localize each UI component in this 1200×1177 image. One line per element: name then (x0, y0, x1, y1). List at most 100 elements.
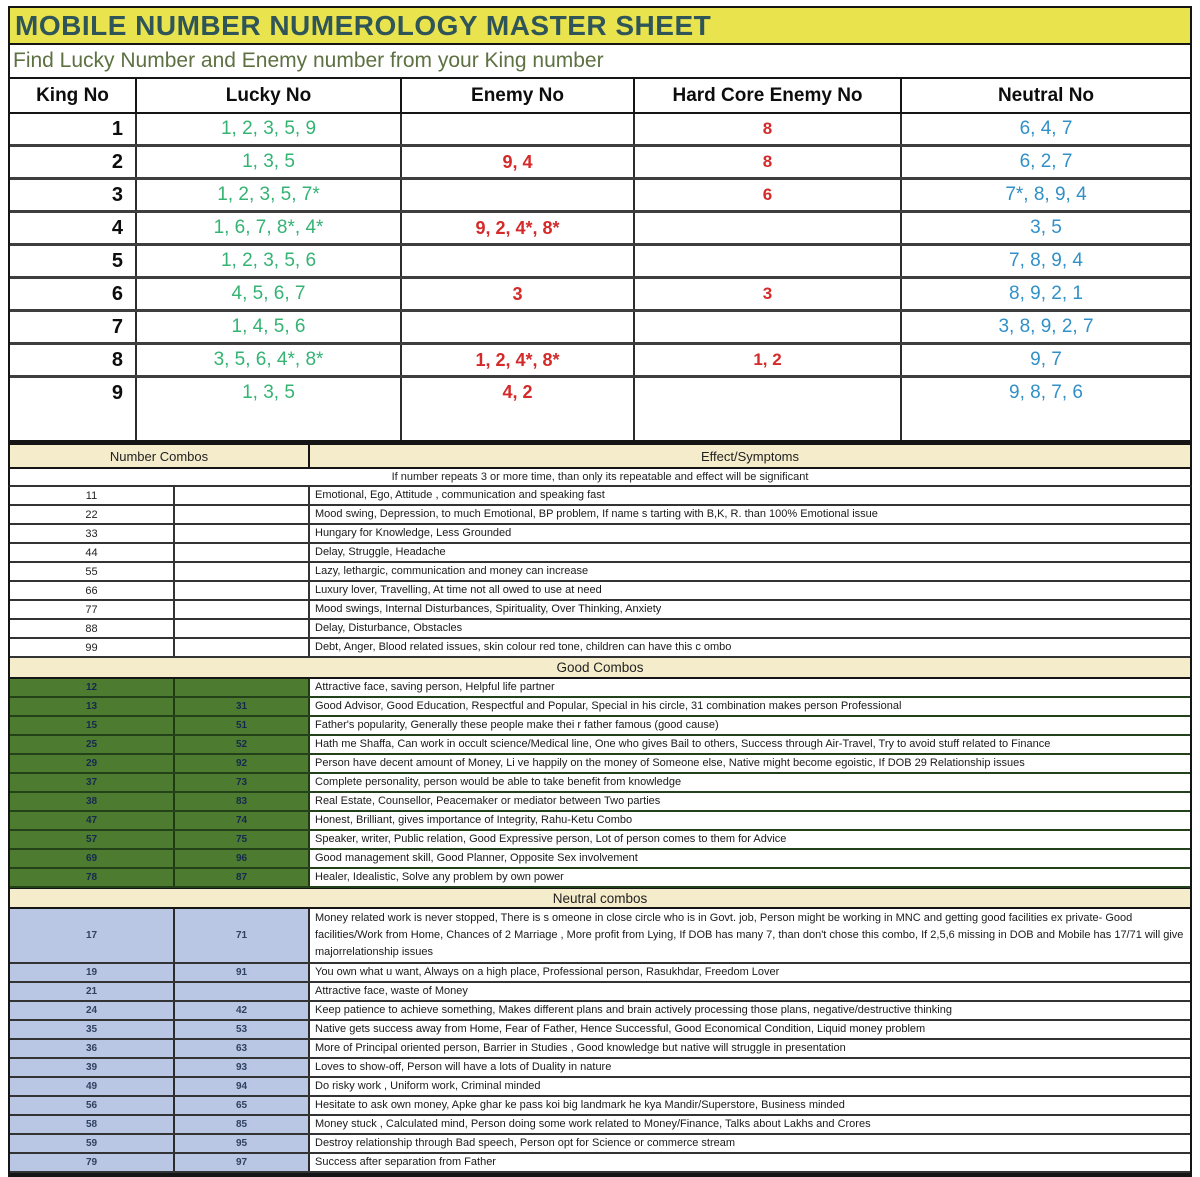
combo-mirror-number-cell: 91 (175, 964, 310, 981)
col-header-neutral-no: Neutral No (997, 84, 1095, 106)
combo-number-cell: 21 (10, 983, 175, 1000)
effect-cell: Native gets success away from Home, Fear… (310, 1021, 1190, 1038)
king-no-cell: 2 (10, 147, 137, 177)
repeat-combo-row: 66 Luxury lover, Travelling, At time not … (10, 582, 1190, 601)
neutral-combo-row: 21 Attractive face, waste of Money (10, 983, 1190, 1002)
lucky-no-cell: 1, 2, 3, 5, 6 (137, 246, 402, 276)
neutral-no-cell: 3, 8, 9, 2, 7 (998, 316, 1094, 337)
combo-mirror-number-cell: 53 (175, 1021, 310, 1038)
combo-number-cell: 37 (10, 774, 175, 791)
good-combos-label: Good Combos (556, 660, 644, 675)
combo-number-cell: 49 (10, 1078, 175, 1095)
effect-cell: Hesitate to ask own money, Apke ghar ke … (310, 1097, 1190, 1114)
combo-number-cell: 17 (10, 909, 175, 962)
king-table-row: 2 1, 3, 5 9, 4 8 6, 2, 7 (10, 147, 1190, 180)
combo-number-cell: 47 (10, 812, 175, 829)
combo-mirror-number-cell: 74 (175, 812, 310, 829)
king-table-row: 3 1, 2, 3, 5, 7* 6 7*, 8, 9, 4 (10, 180, 1190, 213)
combo-mirror-number-cell: 51 (175, 717, 310, 734)
neutral-combo-row: 17 71 Money related work is never stopped,… (10, 909, 1190, 964)
king-no-cell: 5 (10, 246, 137, 276)
hard-core-enemy-no-cell (635, 213, 902, 243)
combo-mirror-number-cell: 52 (175, 736, 310, 753)
combo-number-cell: 99 (10, 639, 175, 656)
lucky-no-cell: 3, 5, 6, 4*, 8* (137, 345, 402, 375)
combo-number-cell: 29 (10, 755, 175, 772)
king-table-row: 4 1, 6, 7, 8*, 4* 9, 2, 4*, 8* 3, 5 (10, 213, 1190, 246)
sheet-bottom-border (8, 1173, 1192, 1177)
effect-cell: Success after separation from Father (310, 1154, 1190, 1171)
king-no-cell: 3 (10, 180, 137, 210)
effect-cell: Destroy relationship through Bad speech,… (310, 1135, 1190, 1152)
good-combo-row: 25 52 Hath me Shaffa, Can work in occult s… (10, 736, 1190, 755)
hard-core-enemy-no-cell: 8 (635, 147, 902, 177)
effect-cell: Lazy, lethargic, communication and money… (315, 565, 589, 577)
king-table-row: 1 1, 2, 3, 5, 9 8 6, 4, 7 (10, 114, 1190, 147)
hard-core-enemy-no-cell: 3 (635, 279, 902, 309)
king-table-row: 9 1, 3, 5 4, 2 9, 8, 7, 6 (10, 378, 1190, 440)
effect-cell: Keep patience to achieve something, Make… (310, 1002, 1190, 1019)
combo-number-cell: 15 (10, 717, 175, 734)
combo-mirror-number-cell: 71 (175, 909, 310, 962)
combo-mirror-number-cell (175, 639, 310, 656)
effect-cell: Hungary for Knowledge, Less Grounded (315, 527, 512, 539)
combo-mirror-number-cell (175, 563, 310, 580)
combo-mirror-number-cell: 83 (175, 793, 310, 810)
enemy-no-cell: 9, 4 (402, 147, 635, 177)
combo-number-cell: 19 (10, 964, 175, 981)
repeat-note-text: If number repeats 3 or more time, than o… (391, 471, 809, 483)
combo-number-cell: 44 (10, 544, 175, 561)
good-combo-row: 69 96 Good management skill, Good Planner,… (10, 850, 1190, 869)
combo-number-cell: 58 (10, 1116, 175, 1133)
combo-mirror-number-cell: 87 (175, 869, 310, 886)
combo-number-cell: 69 (10, 850, 175, 867)
neutral-combo-row: 19 91 You own what u want, Always on a hig… (10, 964, 1190, 983)
good-combo-row: 29 92 Person have decent amount of Money, … (10, 755, 1190, 774)
neutral-combo-row: 24 42 Keep patience to achieve something, … (10, 1002, 1190, 1021)
king-no-cell: 8 (10, 345, 137, 375)
king-no-cell: 1 (10, 114, 137, 144)
king-table-row: 6 4, 5, 6, 7 3 3 8, 9, 2, 1 (10, 279, 1190, 312)
repeat-combo-row: 44 Delay, Struggle, Headache (10, 544, 1190, 563)
combo-mirror-number-cell: 73 (175, 774, 310, 791)
effect-cell: More of Principal oriented person, Barri… (310, 1040, 1190, 1057)
repeat-combo-row: 88 Delay, Disturbance, Obstacles (10, 620, 1190, 639)
page-title: MOBILE NUMBER NUMEROLOGY MASTER SHEET (15, 9, 712, 41)
good-combo-row: 12 Attractive face, saving person, Helpfu… (10, 679, 1190, 698)
good-combo-row: 13 31 Good Advisor, Good Education, Respec… (10, 698, 1190, 717)
combo-mirror-number-cell: 97 (175, 1154, 310, 1171)
combo-mirror-number-cell: 65 (175, 1097, 310, 1114)
combo-mirror-number-cell: 94 (175, 1078, 310, 1095)
neutral-combo-row: 36 63 More of Principal oriented person, B… (10, 1040, 1190, 1059)
neutral-combo-row: 56 65 Hesitate to ask own money, Apke ghar… (10, 1097, 1190, 1116)
good-combo-row: 38 83 Real Estate, Counsellor, Peacemaker … (10, 793, 1190, 812)
combo-mirror-number-cell (175, 679, 310, 696)
neutral-no-cell: 9, 8, 7, 6 (1009, 382, 1083, 403)
hard-core-enemy-no-cell: 1, 2 (635, 345, 902, 375)
neutral-combos-band: Neutral combos (8, 888, 1192, 909)
combo-number-cell: 12 (10, 679, 175, 696)
king-no-cell: 9 (10, 378, 137, 440)
combo-mirror-number-cell: 63 (175, 1040, 310, 1057)
neutral-no-cell: 8, 9, 2, 1 (1009, 283, 1083, 304)
king-table-row: 8 3, 5, 6, 4*, 8* 1, 2, 4*, 8* 1, 2 9, 7 (10, 345, 1190, 378)
neutral-no-cell: 7*, 8, 9, 4 (1005, 184, 1087, 205)
combo-mirror-number-cell (175, 983, 310, 1000)
neutral-no-cell: 6, 4, 7 (1019, 118, 1073, 139)
king-no-cell: 4 (10, 213, 137, 243)
effect-cell: Father's popularity, Generally these peo… (310, 717, 1190, 734)
lucky-no-cell: 1, 3, 5 (137, 147, 402, 177)
effect-cell: Honest, Brilliant, gives importance of I… (310, 812, 1190, 829)
effect-cell: Speaker, writer, Public relation, Good E… (310, 831, 1190, 848)
combo-number-cell: 56 (10, 1097, 175, 1114)
combo-number-cell: 79 (10, 1154, 175, 1171)
sheet-title-bar: MOBILE NUMBER NUMEROLOGY MASTER SHEET (8, 6, 1192, 45)
combo-number-cell: 59 (10, 1135, 175, 1152)
king-no-cell: 6 (10, 279, 137, 309)
combo-number-cell: 57 (10, 831, 175, 848)
combo-mirror-number-cell: 75 (175, 831, 310, 848)
effect-symptoms-header: Effect/Symptoms (310, 445, 1190, 467)
effect-cell: Luxury lover, Travelling, At time not al… (315, 584, 602, 596)
lucky-no-cell: 1, 6, 7, 8*, 4* (137, 213, 402, 243)
effect-cell: Hath me Shaffa, Can work in occult scien… (310, 736, 1190, 753)
